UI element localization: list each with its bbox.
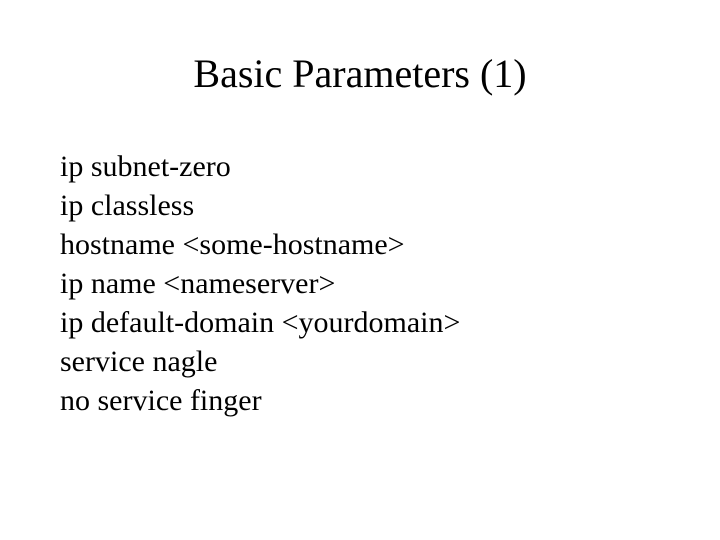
- config-line: ip classless: [60, 186, 660, 225]
- slide-title: Basic Parameters (1): [60, 50, 660, 97]
- config-line: no service finger: [60, 381, 660, 420]
- config-list: ip subnet-zero ip classless hostname <so…: [60, 147, 660, 420]
- config-line: ip subnet-zero: [60, 147, 660, 186]
- config-line: service nagle: [60, 342, 660, 381]
- config-line: ip default-domain <yourdomain>: [60, 303, 660, 342]
- config-line: ip name <nameserver>: [60, 264, 660, 303]
- config-line: hostname <some-hostname>: [60, 225, 660, 264]
- slide-container: Basic Parameters (1) ip subnet-zero ip c…: [0, 0, 720, 540]
